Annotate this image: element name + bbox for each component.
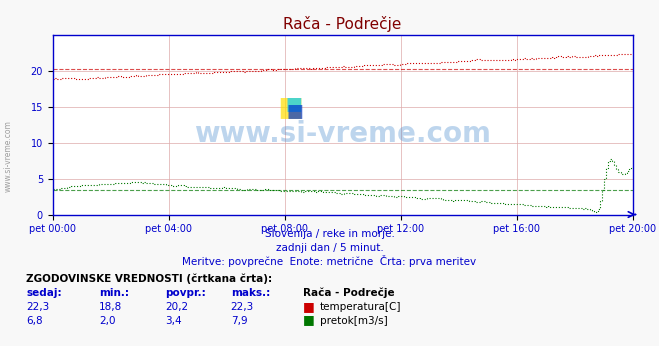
Title: Rača - Podrečje: Rača - Podrečje	[283, 16, 402, 32]
Text: 22,3: 22,3	[231, 302, 254, 312]
Text: 2,0: 2,0	[99, 316, 115, 326]
Text: sedaj:: sedaj:	[26, 288, 62, 298]
Text: ■: ■	[303, 300, 315, 313]
Text: www.si-vreme.com: www.si-vreme.com	[3, 120, 13, 192]
Text: 7,9: 7,9	[231, 316, 247, 326]
Text: ▪: ▪	[286, 96, 304, 124]
Text: ▪: ▪	[284, 89, 302, 117]
Text: 22,3: 22,3	[26, 302, 49, 312]
Text: povpr.:: povpr.:	[165, 288, 206, 298]
Text: 20,2: 20,2	[165, 302, 188, 312]
Text: pretok[m3/s]: pretok[m3/s]	[320, 316, 387, 326]
Text: 3,4: 3,4	[165, 316, 181, 326]
Text: zadnji dan / 5 minut.: zadnji dan / 5 minut.	[275, 243, 384, 253]
Text: ▪: ▪	[276, 85, 304, 128]
Text: 18,8: 18,8	[99, 302, 122, 312]
Text: maks.:: maks.:	[231, 288, 270, 298]
Text: 6,8: 6,8	[26, 316, 43, 326]
Text: Rača - Podrečje: Rača - Podrečje	[303, 287, 395, 298]
Text: Meritve: povprečne  Enote: metrične  Črta: prva meritev: Meritve: povprečne Enote: metrične Črta:…	[183, 255, 476, 267]
Text: min.:: min.:	[99, 288, 129, 298]
Text: Slovenija / reke in morje.: Slovenija / reke in morje.	[264, 229, 395, 239]
Text: temperatura[C]: temperatura[C]	[320, 302, 401, 312]
Text: ■: ■	[303, 313, 315, 327]
Text: www.si-vreme.com: www.si-vreme.com	[194, 120, 491, 147]
Text: ZGODOVINSKE VREDNOSTI (črtkana črta):: ZGODOVINSKE VREDNOSTI (črtkana črta):	[26, 273, 272, 284]
